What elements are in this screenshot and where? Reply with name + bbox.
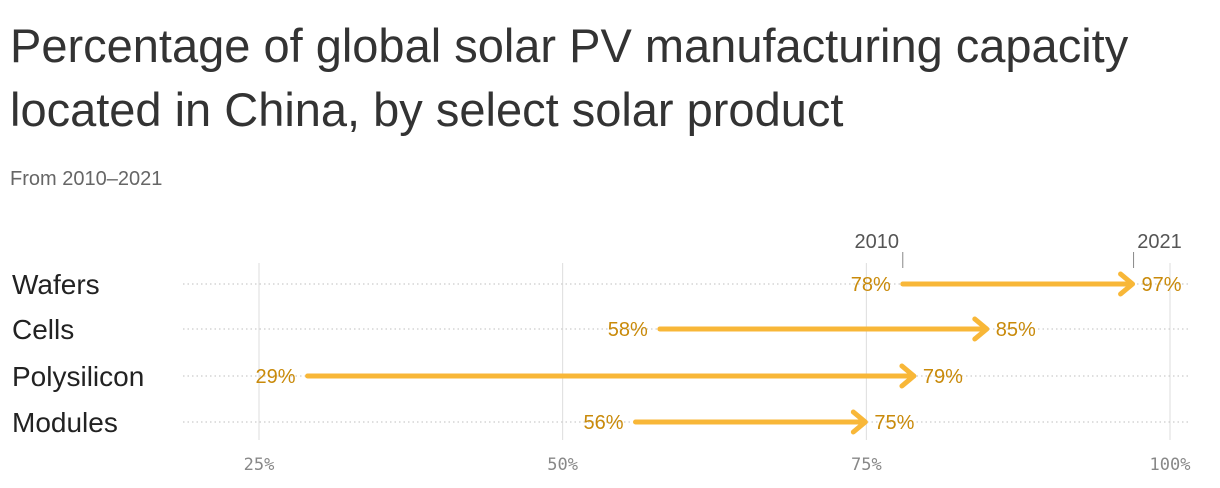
value-label-2010: 56%: [584, 412, 624, 434]
value-label-2021: 75%: [874, 412, 914, 434]
value-label-2021: 97%: [1142, 274, 1182, 296]
legend-end-label: 2021: [1137, 231, 1182, 253]
category-label: Cells: [12, 314, 74, 345]
x-tick-label: 50%: [547, 455, 578, 475]
chart-subtitle: From 2010–2021: [10, 168, 163, 190]
x-tick-label: 75%: [851, 455, 882, 475]
arrow-head: [850, 409, 868, 435]
arrow-head: [972, 316, 990, 342]
value-label-2010: 58%: [608, 319, 648, 341]
value-label-2021: 79%: [923, 366, 963, 388]
chart-title: Percentage of global solar PV manufactur…: [10, 19, 1129, 136]
x-tick-label: 100%: [1150, 455, 1191, 475]
value-label-2010: 29%: [256, 366, 296, 388]
category-label: Wafers: [12, 269, 100, 300]
category-label: Modules: [12, 407, 118, 438]
arrow-head: [1118, 271, 1136, 297]
legend-start-label: 2010: [855, 231, 900, 253]
value-label-2021: 85%: [996, 319, 1036, 341]
x-tick-label: 25%: [244, 455, 275, 475]
arrow-head: [899, 363, 917, 389]
category-label: Polysilicon: [12, 361, 144, 392]
value-label-2010: 78%: [851, 274, 891, 296]
